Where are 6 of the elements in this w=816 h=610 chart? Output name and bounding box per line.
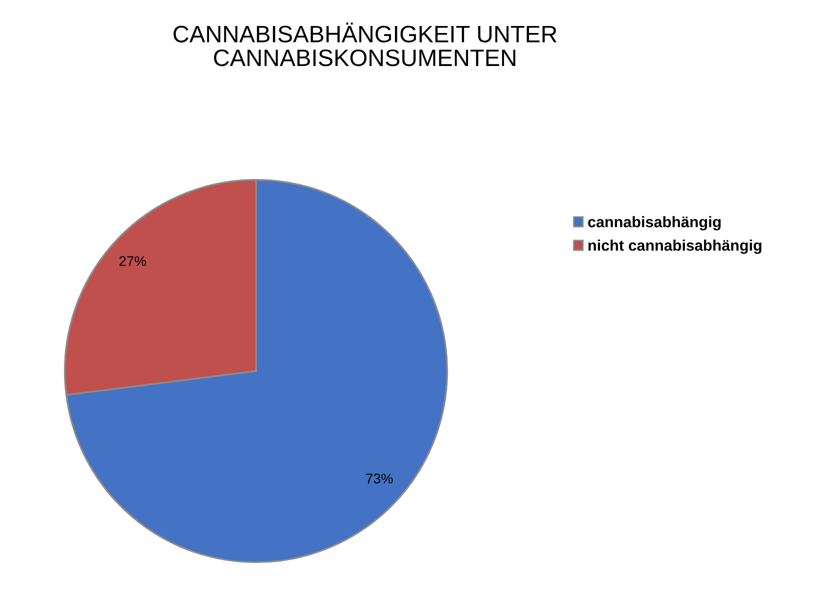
pie-slice xyxy=(65,178,448,564)
data-label: 73% xyxy=(366,474,393,484)
data-label: 27% xyxy=(119,256,146,266)
chart-title: CANNABISABHÄNGIGKEIT UNTER CANNABISKONSUMENTEN xyxy=(174,22,557,66)
legend-label: nicht cannabisabhängig xyxy=(588,240,762,254)
legend-label: cannabisabhängig xyxy=(588,216,721,230)
